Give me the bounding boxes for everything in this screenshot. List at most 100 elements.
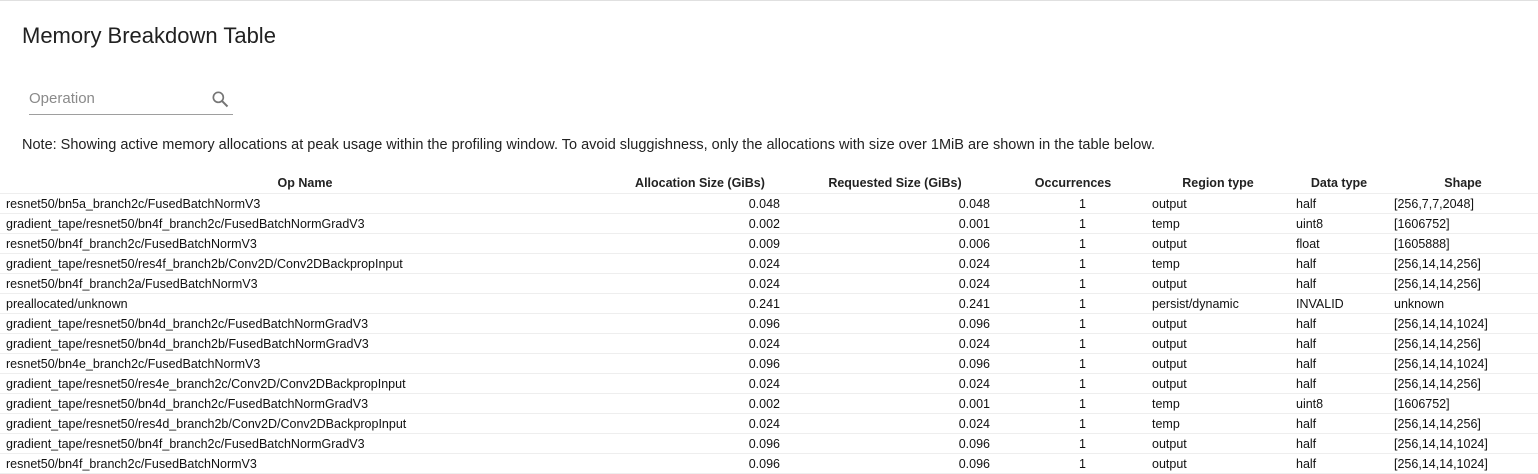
cell-data-type: half: [1290, 453, 1388, 474]
table-row: gradient_tape/resnet50/bn4f_branch2c/Fus…: [0, 213, 1538, 234]
cell-allocation-size: 0.096: [610, 433, 790, 454]
note-text: Note: Showing active memory allocations …: [22, 137, 1155, 153]
cell-region-type: output: [1146, 233, 1290, 254]
cell-region-type: output: [1146, 313, 1290, 334]
cell-region-type: output: [1146, 273, 1290, 294]
cell-occurrences: 1: [1000, 453, 1146, 474]
cell-requested-size: 0.024: [790, 273, 1000, 294]
cell-region-type: output: [1146, 373, 1290, 394]
cell-occurrences: 1: [1000, 413, 1146, 434]
cell-op-name: gradient_tape/resnet50/bn4f_branch2c/Fus…: [0, 213, 610, 234]
cell-region-type: output: [1146, 433, 1290, 454]
cell-occurrences: 1: [1000, 293, 1146, 314]
column-header-occurrences[interactable]: Occurrences: [1000, 173, 1146, 194]
cell-region-type: temp: [1146, 253, 1290, 274]
cell-op-name: resnet50/bn4e_branch2c/FusedBatchNormV3: [0, 353, 610, 374]
column-header-op-name[interactable]: Op Name: [0, 173, 610, 194]
cell-region-type: temp: [1146, 393, 1290, 414]
cell-op-name: gradient_tape/resnet50/res4f_branch2b/Co…: [0, 253, 610, 274]
cell-op-name: resnet50/bn4f_branch2c/FusedBatchNormV3: [0, 453, 610, 474]
cell-shape: [256,14,14,256]: [1388, 373, 1538, 394]
cell-occurrences: 1: [1000, 433, 1146, 454]
cell-allocation-size: 0.002: [610, 393, 790, 414]
cell-occurrences: 1: [1000, 393, 1146, 414]
cell-allocation-size: 0.024: [610, 253, 790, 274]
cell-shape: [256,7,7,2048]: [1388, 193, 1538, 214]
cell-allocation-size: 0.096: [610, 353, 790, 374]
cell-shape: [256,14,14,256]: [1388, 273, 1538, 294]
table-row: gradient_tape/resnet50/res4d_branch2b/Co…: [0, 413, 1538, 434]
cell-allocation-size: 0.024: [610, 373, 790, 394]
cell-shape: [1606752]: [1388, 393, 1538, 414]
cell-requested-size: 0.241: [790, 293, 1000, 314]
cell-data-type: half: [1290, 313, 1388, 334]
column-header-allocation-size[interactable]: Allocation Size (GiBs): [610, 173, 790, 194]
cell-occurrences: 1: [1000, 233, 1146, 254]
cell-allocation-size: 0.241: [610, 293, 790, 314]
cell-requested-size: 0.001: [790, 213, 1000, 234]
table-row: preallocated/unknown 0.241 0.241 1 persist/d…: [0, 293, 1538, 314]
cell-op-name: gradient_tape/resnet50/bn4f_branch2c/Fus…: [0, 433, 610, 454]
table-row: resnet50/bn4f_branch2a/FusedBatchNormV3 0…: [0, 273, 1538, 294]
cell-occurrences: 1: [1000, 333, 1146, 354]
cell-data-type: half: [1290, 373, 1388, 394]
cell-data-type: half: [1290, 433, 1388, 454]
column-header-shape[interactable]: Shape: [1388, 173, 1538, 194]
table-row: resnet50/bn4f_branch2c/FusedBatchNormV3 0…: [0, 233, 1538, 254]
memory-breakdown-table: Op Name Allocation Size (GiBs) Requested S…: [0, 173, 1538, 474]
column-header-requested-size[interactable]: Requested Size (GiBs): [790, 173, 1000, 194]
cell-shape: [1605888]: [1388, 233, 1538, 254]
search-icon[interactable]: [210, 89, 230, 109]
cell-op-name: gradient_tape/resnet50/bn4d_branch2b/Fus…: [0, 333, 610, 354]
cell-shape: [256,14,14,1024]: [1388, 313, 1538, 334]
cell-requested-size: 0.001: [790, 393, 1000, 414]
cell-shape: [256,14,14,1024]: [1388, 353, 1538, 374]
cell-requested-size: 0.096: [790, 433, 1000, 454]
cell-occurrences: 1: [1000, 373, 1146, 394]
cell-allocation-size: 0.009: [610, 233, 790, 254]
cell-data-type: half: [1290, 273, 1388, 294]
operation-search[interactable]: [29, 85, 233, 115]
cell-region-type: temp: [1146, 413, 1290, 434]
cell-op-name: gradient_tape/resnet50/res4d_branch2b/Co…: [0, 413, 610, 434]
cell-occurrences: 1: [1000, 253, 1146, 274]
table-row: gradient_tape/resnet50/res4f_branch2b/Co…: [0, 253, 1538, 274]
cell-requested-size: 0.024: [790, 413, 1000, 434]
cell-data-type: uint8: [1290, 213, 1388, 234]
table-row: gradient_tape/resnet50/bn4f_branch2c/Fus…: [0, 433, 1538, 454]
column-header-data-type[interactable]: Data type: [1290, 173, 1388, 194]
cell-requested-size: 0.024: [790, 373, 1000, 394]
cell-allocation-size: 0.024: [610, 273, 790, 294]
operation-search-input[interactable]: [29, 90, 199, 107]
table-row: gradient_tape/resnet50/bn4d_branch2b/Fus…: [0, 333, 1538, 354]
cell-requested-size: 0.006: [790, 233, 1000, 254]
cell-allocation-size: 0.024: [610, 333, 790, 354]
cell-op-name: gradient_tape/resnet50/res4e_branch2c/Co…: [0, 373, 610, 394]
page-title: Memory Breakdown Table: [22, 23, 276, 48]
cell-op-name: gradient_tape/resnet50/bn4d_branch2c/Fus…: [0, 393, 610, 414]
cell-op-name: resnet50/bn5a_branch2c/FusedBatchNormV3: [0, 193, 610, 214]
cell-requested-size: 0.024: [790, 333, 1000, 354]
cell-op-name: preallocated/unknown: [0, 293, 610, 314]
cell-op-name: gradient_tape/resnet50/bn4d_branch2c/Fus…: [0, 313, 610, 334]
cell-occurrences: 1: [1000, 273, 1146, 294]
table-row: resnet50/bn5a_branch2c/FusedBatchNormV3 0…: [0, 193, 1538, 214]
cell-allocation-size: 0.048: [610, 193, 790, 214]
cell-occurrences: 1: [1000, 353, 1146, 374]
cell-op-name: resnet50/bn4f_branch2a/FusedBatchNormV3: [0, 273, 610, 294]
cell-occurrences: 1: [1000, 213, 1146, 234]
cell-data-type: INVALID: [1290, 293, 1388, 314]
cell-shape: [256,14,14,256]: [1388, 253, 1538, 274]
cell-requested-size: 0.024: [790, 253, 1000, 274]
table-row: gradient_tape/resnet50/bn4d_branch2c/Fus…: [0, 313, 1538, 334]
cell-shape: [1606752]: [1388, 213, 1538, 234]
table-row: gradient_tape/resnet50/res4e_branch2c/Co…: [0, 373, 1538, 394]
cell-requested-size: 0.048: [790, 193, 1000, 214]
cell-requested-size: 0.096: [790, 353, 1000, 374]
cell-region-type: output: [1146, 453, 1290, 474]
cell-op-name: resnet50/bn4f_branch2c/FusedBatchNormV3: [0, 233, 610, 254]
cell-occurrences: 1: [1000, 313, 1146, 334]
column-header-region-type[interactable]: Region type: [1146, 173, 1290, 194]
table-row: resnet50/bn4e_branch2c/FusedBatchNormV3 0…: [0, 353, 1538, 374]
cell-region-type: output: [1146, 353, 1290, 374]
